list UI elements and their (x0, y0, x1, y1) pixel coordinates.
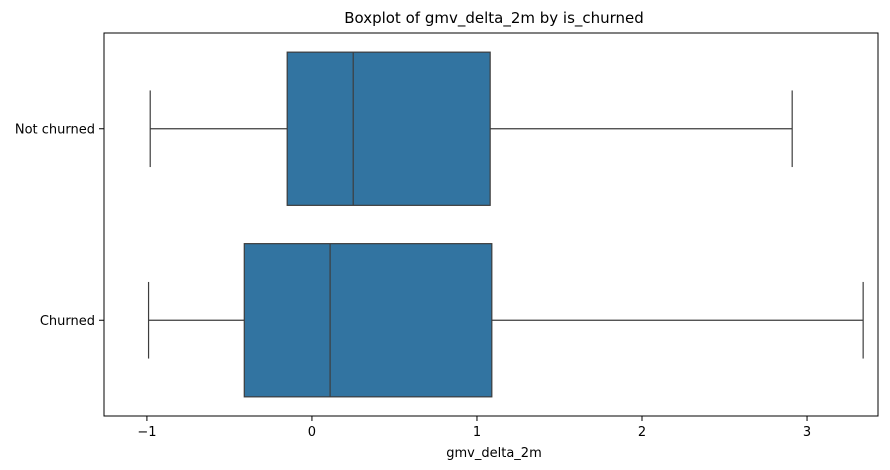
box-not-churned (286, 51, 491, 206)
y-tick-label-not-churned: Not churned (15, 122, 95, 137)
chart-title: Boxplot of gmv_delta_2m by is_churned (344, 9, 644, 28)
plot-area: Not churned Churned −1 0 1 2 3 (15, 32, 879, 440)
y-tick-label-churned: Churned (40, 314, 95, 329)
x-tick-label: 3 (803, 425, 811, 440)
x-tick-label: −1 (137, 425, 156, 440)
x-tick-label: 0 (308, 425, 316, 440)
x-tick-label: 2 (638, 425, 646, 440)
box-churned (243, 243, 493, 398)
x-axis-label: gmv_delta_2m (446, 446, 541, 461)
plot-frame (103, 32, 879, 417)
x-tick-label: 1 (473, 425, 481, 440)
